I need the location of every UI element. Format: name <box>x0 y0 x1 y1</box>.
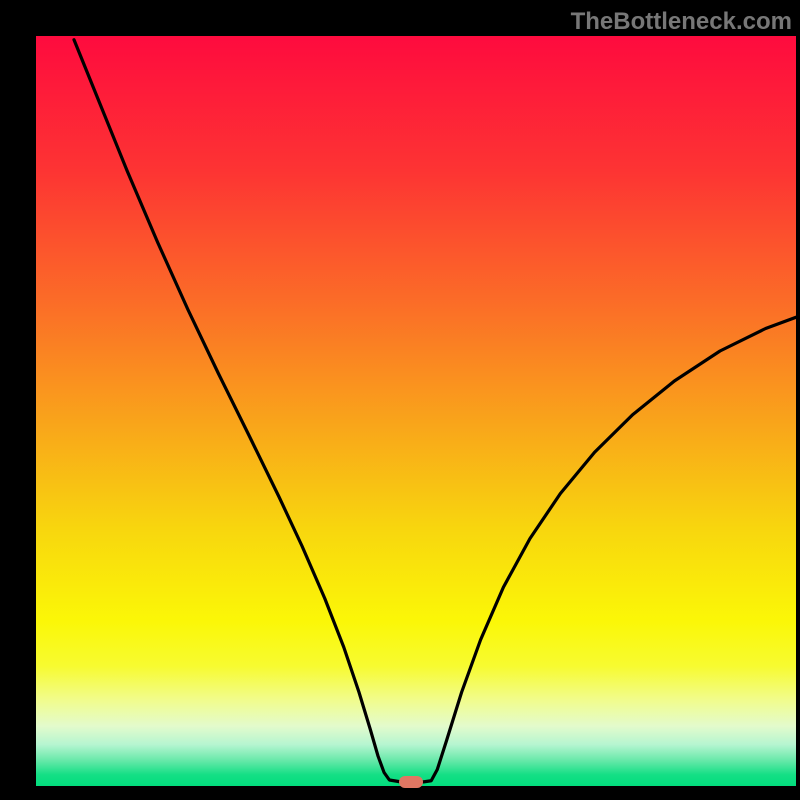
bottleneck-marker <box>399 776 423 788</box>
plot-area <box>36 36 796 786</box>
watermark-text: TheBottleneck.com <box>571 8 792 36</box>
gradient-background <box>36 36 796 786</box>
chart-stage: TheBottleneck.com <box>0 0 800 800</box>
plot-svg <box>36 36 796 786</box>
